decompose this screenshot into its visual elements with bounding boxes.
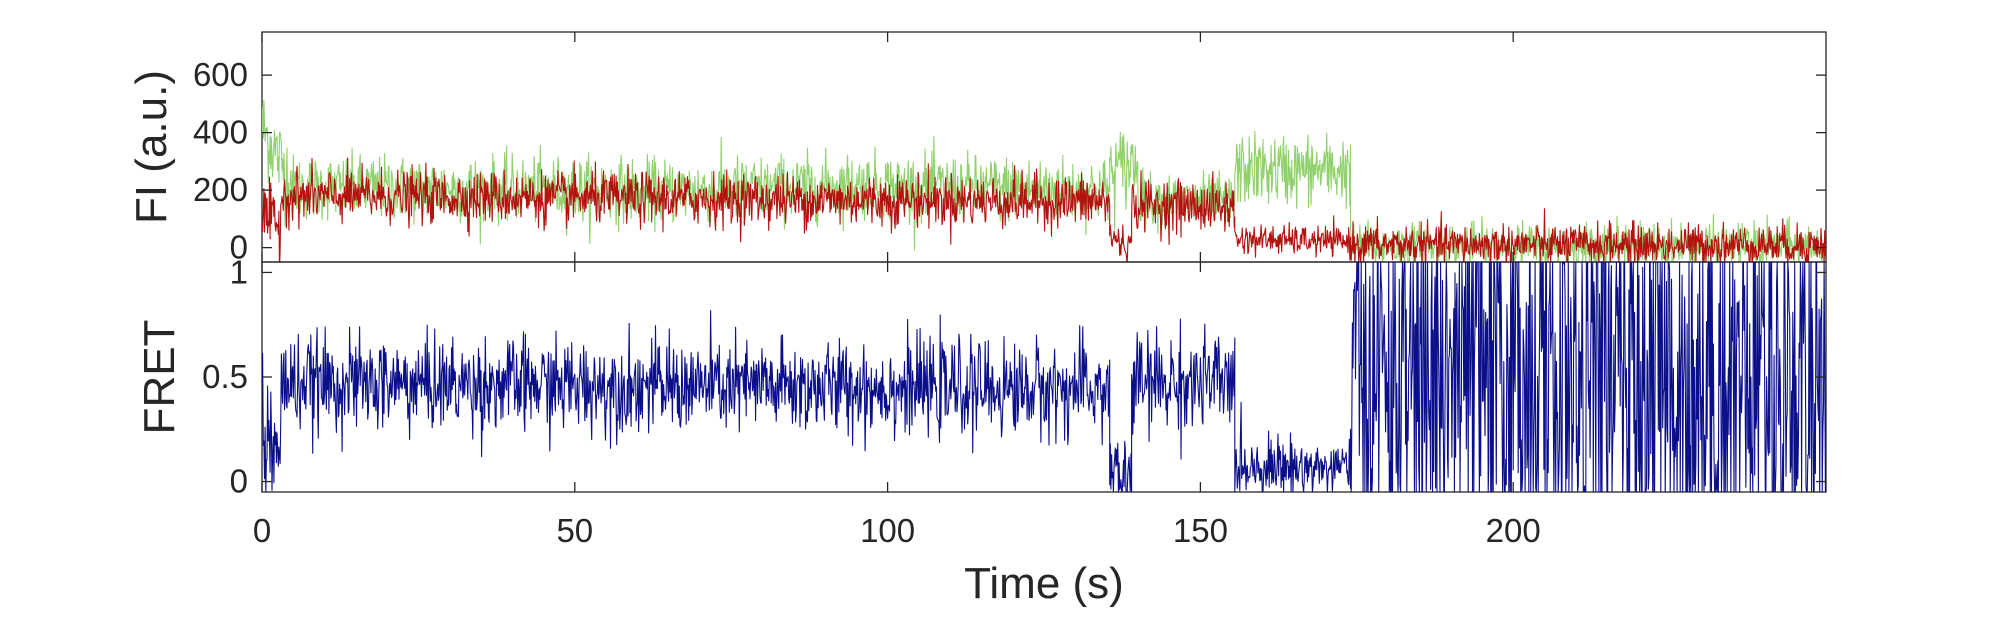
x-tick-label-0: 0: [253, 512, 271, 549]
top-series-1-line: [262, 157, 1826, 262]
x-tick-label-2: 100: [860, 512, 915, 549]
top-y-tick-label-3: 600: [193, 56, 248, 93]
fret-panel: 0 50 100 150 200 0 0.5 1 FRET Time (s): [135, 253, 1827, 608]
top-y-axis-label: FI (a.u.): [127, 70, 176, 224]
bottom-y-tick-label-0: 0: [230, 463, 248, 500]
x-tick-label-4: 200: [1486, 512, 1541, 549]
fluorescence-intensity-panel: 0 200 400 600 FI (a.u.): [127, 31, 1827, 266]
bottom-y-tick-label-1: 0.5: [202, 358, 248, 395]
x-tick-label-1: 50: [556, 512, 593, 549]
bottom-y-axis-label: FRET: [135, 320, 184, 435]
bottom-traces: [262, 262, 1826, 492]
top-y-tick-label-0: 0: [230, 229, 248, 266]
x-tick-label-3: 150: [1173, 512, 1228, 549]
bottom-series-0-line: [262, 262, 1826, 492]
bottom-y-tick-label-2: 1: [230, 253, 248, 290]
top-ticks: 0 200 400 600: [193, 32, 1826, 266]
top-traces: [262, 99, 1826, 262]
x-axis-label: Time (s): [964, 559, 1124, 608]
top-y-tick-label-2: 400: [193, 114, 248, 151]
top-y-tick-label-1: 200: [193, 171, 248, 208]
bottom-ticks: 0 50 100 150 200 0 0.5 1: [202, 253, 1826, 549]
